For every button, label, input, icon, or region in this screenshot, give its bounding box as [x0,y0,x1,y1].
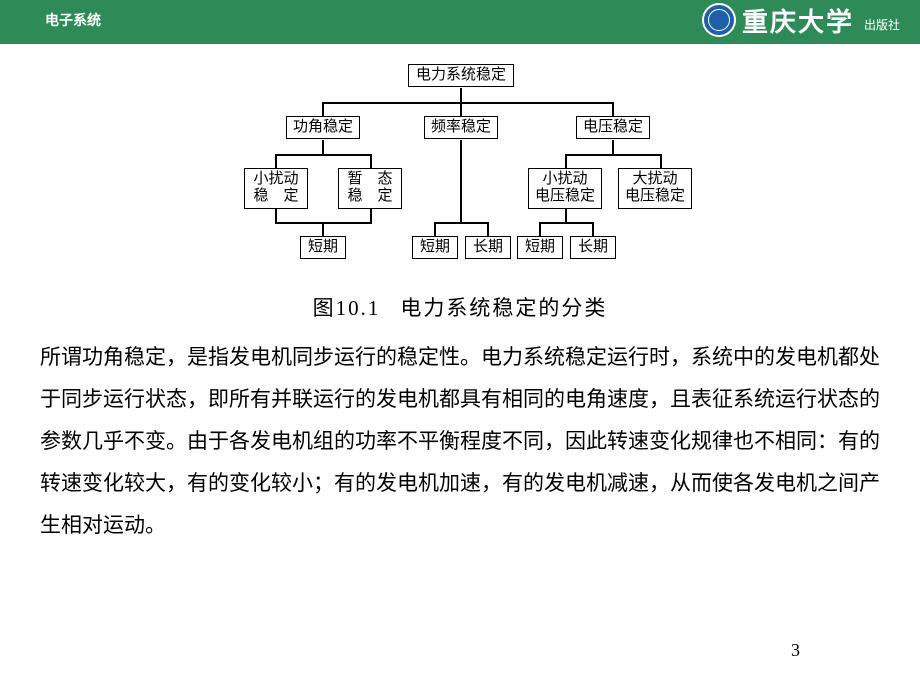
tree-diagram: 电力系统稳定 功角稳定 频率稳定 电压稳定 小扰动 稳 定 暂 态 稳 定 [40,64,880,282]
tree-l2-0: 功角稳定 [286,116,360,139]
tree-root: 电力系统稳定 [408,64,514,87]
subject-label: 电子系统 [45,10,101,30]
page-number: 3 [791,640,800,661]
figure-title: 电力系统稳定的分类 [400,296,607,320]
publisher-label: 出版社 [864,16,900,33]
tree-leaf-c-0: 短期 [517,236,563,259]
tree-leaf-c-1: 长期 [570,236,616,259]
header-right: 重庆大学 出版社 [702,2,900,39]
slide-body: 电力系统稳定 功角稳定 频率稳定 电压稳定 小扰动 稳 定 暂 态 稳 定 [0,44,920,546]
tree-l2-1: 频率稳定 [424,116,498,139]
tree-l3-0-line2: 稳 定 [253,188,298,204]
tree-leaf-b-1: 长期 [465,236,511,259]
figure-number: 图10.1 [313,296,381,320]
tree-l3-2: 小扰动 电压稳定 [528,168,602,209]
university-seal-icon [702,3,736,37]
tree-l3-3: 大扰动 电压稳定 [618,168,692,209]
tree-l3-2-line2: 电压稳定 [535,188,595,204]
tree-l3-0-line1: 小扰动 [253,171,298,187]
tree-l3-2-line1: 小扰动 [542,171,587,187]
tree-l3-1-line1: 暂 态 [347,171,392,187]
tree-l3-3-line1: 大扰动 [632,171,677,187]
slide-header: 电子系统 重庆大学 出版社 [0,0,920,40]
figure-caption: 图10.1 电力系统稳定的分类 [40,292,880,322]
tree-l3-0: 小扰动 稳 定 [244,168,308,209]
university-name: 重庆大学 [742,2,854,39]
tree-l2-2: 电压稳定 [576,116,650,139]
tree-l3-1: 暂 态 稳 定 [338,168,402,209]
tree-leaf-a-0: 短期 [300,236,346,259]
body-paragraph: 所谓功角稳定，是指发电机同步运行的稳定性。电力系统稳定运行时，系统中的发电机都处… [40,336,880,546]
tree-l3-1-line2: 稳 定 [347,188,392,204]
tree-leaf-b-0: 短期 [412,236,458,259]
tree-l3-3-line2: 电压稳定 [625,188,685,204]
